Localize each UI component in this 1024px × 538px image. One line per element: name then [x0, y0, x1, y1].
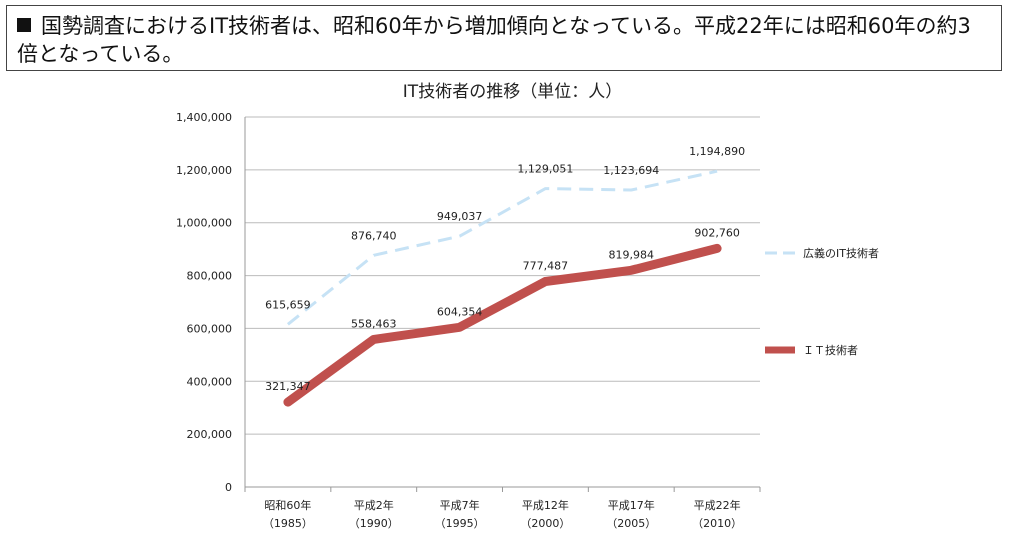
y-tick-label: 600,000: [187, 322, 233, 335]
bullet-icon: [17, 18, 31, 32]
data-label: 1,129,051: [517, 163, 573, 176]
y-tick-label: 1,000,000: [176, 217, 232, 230]
x-tick-year: （1990）: [349, 517, 399, 530]
x-tick-year: （2000）: [520, 517, 570, 530]
legend-label: ＩＴ技術者: [803, 344, 858, 357]
data-label: 777,487: [523, 260, 569, 273]
chart-title: IT技術者の推移（単位：人）: [403, 82, 622, 102]
y-tick-label: 1,400,000: [176, 111, 232, 124]
headline-box: 国勢調査におけるIT技術者は、昭和60年から増加傾向となっている。平成22年には…: [6, 5, 1002, 71]
x-tick-label: 平成7年: [440, 498, 480, 512]
data-label: 1,123,694: [603, 164, 659, 177]
data-label: 876,740: [351, 229, 397, 242]
y-tick-label: 800,000: [187, 270, 233, 283]
series-line-2: [283, 243, 722, 407]
x-tick-label: 平成2年: [354, 498, 394, 512]
x-tick-year: （1985）: [263, 517, 313, 530]
data-label: 902,760: [694, 226, 740, 239]
y-tick-label: 0: [225, 481, 232, 494]
y-tick-label: 400,000: [187, 375, 233, 388]
x-tick-year: （1995）: [435, 517, 485, 530]
data-label: 321,347: [265, 380, 311, 393]
y-tick-label: 200,000: [187, 428, 233, 441]
data-label: 949,037: [437, 210, 483, 223]
x-tick-label: 平成12年: [522, 498, 569, 512]
data-label: 615,659: [265, 298, 311, 311]
x-tick-year: （2005）: [606, 517, 656, 530]
x-tick-label: 昭和60年: [264, 498, 311, 512]
x-tick-year: （2010）: [692, 517, 742, 530]
data-label: 1,194,890: [689, 145, 745, 158]
y-tick-label: 1,200,000: [176, 164, 232, 177]
data-label: 819,984: [609, 248, 655, 261]
data-label: 558,463: [351, 317, 397, 330]
x-tick-label: 平成17年: [608, 498, 655, 512]
headline-text: 国勢調査におけるIT技術者は、昭和60年から増加傾向となっている。平成22年には…: [17, 14, 971, 66]
legend-label: 広義のIT技術者: [803, 246, 879, 260]
series-line-1: [286, 169, 718, 326]
x-tick-label: 平成22年: [694, 498, 741, 512]
data-label: 604,354: [437, 305, 483, 318]
